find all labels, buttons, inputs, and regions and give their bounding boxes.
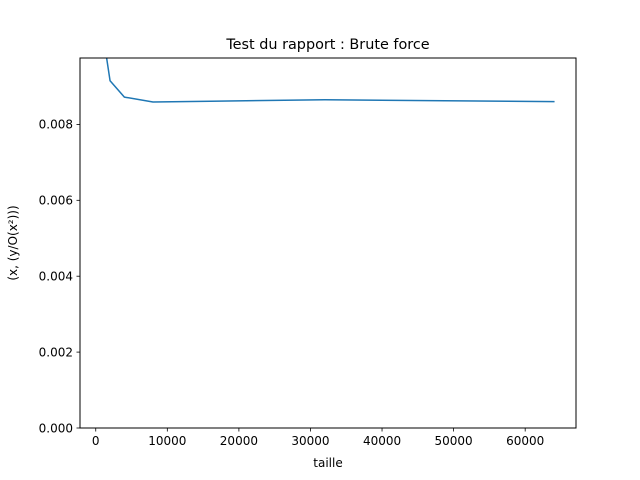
x-tick-label: 30000 — [291, 434, 329, 448]
plot-area — [79, 57, 577, 429]
x-tick-label: 10000 — [148, 434, 186, 448]
x-axis-label: taille — [313, 456, 342, 470]
y-tick-label: 0.000 — [39, 421, 73, 435]
chart-title: Test du rapport : Brute force — [225, 37, 429, 53]
series-layer — [105, 58, 555, 103]
y-axis-label: (x, (y/O(x²))) — [6, 205, 20, 280]
x-axis: 0 10000 20000 30000 40000 50000 60000 — [92, 428, 544, 448]
y-tick-label: 0.004 — [39, 270, 73, 284]
plot-frame — [79, 57, 577, 429]
x-tick-label: 60000 — [506, 434, 544, 448]
x-tick-label: 40000 — [363, 434, 401, 448]
series-line — [105, 58, 555, 103]
y-tick-label: 0.002 — [39, 345, 73, 359]
y-tick-label: 0.006 — [39, 194, 73, 208]
x-tick-label: 20000 — [220, 434, 258, 448]
x-tick-label: 0 — [92, 434, 100, 448]
x-tick-label: 50000 — [435, 434, 473, 448]
y-axis: 0.000 0.002 0.004 0.006 0.008 — [39, 118, 80, 435]
y-tick-label: 0.008 — [39, 118, 73, 132]
